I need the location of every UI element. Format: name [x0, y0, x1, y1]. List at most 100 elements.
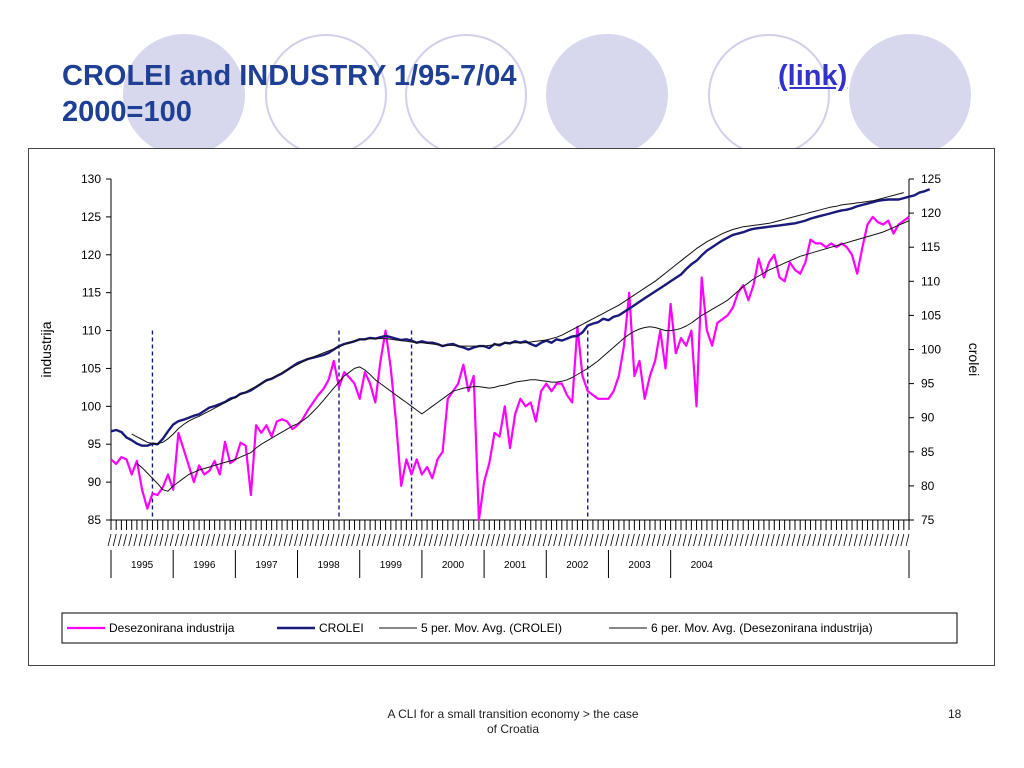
month-tick-glyph — [776, 533, 780, 547]
year-label: 2003 — [628, 560, 651, 571]
month-tick-glyph — [397, 533, 402, 547]
month-tick-glyph — [812, 533, 817, 547]
month-tick-glyph — [299, 533, 304, 547]
month-tick-glyph — [719, 533, 723, 547]
decor-circle-6 — [849, 34, 971, 156]
month-tick-glyph — [864, 533, 868, 547]
month-tick-glyph — [278, 533, 283, 547]
month-tick-glyph — [491, 533, 495, 547]
year-label: 2001 — [504, 560, 527, 571]
month-tick-glyph — [268, 533, 273, 547]
right-tick-label: 80 — [921, 479, 935, 493]
month-tick-glyph — [200, 533, 205, 547]
month-tick-glyph — [340, 533, 345, 547]
month-tick-glyph — [641, 533, 646, 547]
month-tick-glyph — [288, 533, 293, 547]
month-tick-glyph — [185, 533, 190, 547]
year-label: 2004 — [691, 560, 714, 571]
month-tick-glyph — [651, 533, 656, 547]
right-tick-label: 85 — [921, 445, 935, 459]
series-line-3 — [136, 220, 910, 492]
month-tick-glyph — [444, 533, 449, 547]
month-tick-glyph — [568, 533, 573, 547]
page-number: 18 — [948, 707, 962, 721]
month-tick-glyph — [190, 533, 195, 547]
month-tick-glyph — [755, 533, 760, 547]
month-tick-glyph — [838, 533, 843, 547]
legend-box — [61, 612, 958, 644]
month-tick-glyph — [677, 533, 682, 547]
month-tick-glyph — [263, 533, 267, 547]
month-tick-glyph — [900, 533, 905, 547]
left-tick-label: 105 — [81, 361, 101, 375]
month-tick-glyph — [149, 533, 153, 547]
month-tick-glyph — [548, 533, 552, 547]
month-tick-glyph — [392, 533, 397, 547]
month-tick-glyph — [169, 533, 174, 547]
month-tick-glyph — [781, 533, 786, 547]
month-tick-glyph — [853, 533, 858, 547]
legend-label-1: CROLEI — [319, 621, 364, 635]
right-tick-label: 120 — [921, 206, 941, 220]
slide-title-line1: CROLEI and INDUSTRY 1/95-7/04 — [62, 60, 517, 92]
month-tick-glyph — [884, 533, 889, 547]
left-tick-label: 115 — [82, 286, 101, 300]
month-tick-glyph — [630, 533, 635, 547]
month-tick-glyph — [553, 533, 558, 547]
year-label: 2002 — [566, 560, 589, 571]
decor-circle-4 — [546, 34, 668, 156]
series-line-1 — [110, 188, 931, 447]
right-tick-label: 90 — [921, 411, 935, 425]
month-tick-glyph — [402, 533, 407, 547]
left-tick-label: 125 — [81, 210, 101, 224]
month-tick-glyph — [532, 533, 537, 547]
month-tick-glyph — [843, 533, 848, 547]
month-tick-glyph — [687, 533, 692, 547]
month-tick-glyph — [439, 533, 444, 547]
month-tick-glyph — [765, 533, 770, 547]
month-tick-glyph — [309, 533, 314, 547]
month-tick-glyph — [154, 533, 159, 547]
month-tick-glyph — [143, 533, 148, 547]
month-tick-glyph — [579, 533, 583, 547]
month-tick-glyph — [459, 533, 464, 547]
month-tick-glyph — [418, 533, 423, 547]
month-tick-glyph — [335, 533, 340, 547]
month-tick-glyph — [366, 533, 371, 547]
year-label: 1998 — [318, 560, 341, 571]
month-tick-glyph — [589, 533, 594, 547]
month-tick-glyph — [827, 533, 832, 547]
month-tick-glyph — [382, 533, 387, 547]
footer-line2: of Croatia — [486, 722, 540, 736]
month-tick-glyph — [625, 533, 630, 547]
month-tick-glyph — [516, 533, 521, 547]
month-tick-glyph — [848, 533, 853, 547]
month-tick-glyph — [434, 533, 438, 547]
month-tick-glyph — [703, 533, 708, 547]
year-label: 1999 — [380, 560, 403, 571]
month-tick-glyph — [123, 533, 127, 547]
month-tick-glyph — [320, 533, 324, 547]
month-tick-glyph — [283, 533, 288, 547]
chart-source-link[interactable]: (link) — [778, 60, 848, 92]
month-tick-glyph — [211, 533, 216, 547]
month-tick-glyph — [128, 533, 133, 547]
month-tick-glyph — [387, 533, 392, 547]
month-tick-glyph — [112, 533, 117, 547]
month-tick-glyph — [226, 533, 231, 547]
year-label: 2000 — [442, 560, 465, 571]
month-tick-glyph — [573, 533, 578, 547]
month-tick-glyph — [760, 533, 765, 547]
month-tick-glyph — [672, 533, 677, 547]
right-tick-label: 115 — [921, 240, 940, 254]
month-tick-glyph — [770, 533, 775, 547]
month-tick-glyph — [159, 533, 164, 547]
month-tick-glyph — [195, 533, 200, 547]
month-tick-glyph — [698, 533, 703, 547]
month-tick-glyph — [330, 533, 335, 547]
month-tick-glyph — [216, 533, 221, 547]
month-tick-glyph — [636, 533, 640, 547]
footer-line1: A CLI for a small transition economy > t… — [387, 707, 639, 721]
right-tick-label: 105 — [921, 308, 941, 322]
month-tick-glyph — [874, 533, 879, 547]
